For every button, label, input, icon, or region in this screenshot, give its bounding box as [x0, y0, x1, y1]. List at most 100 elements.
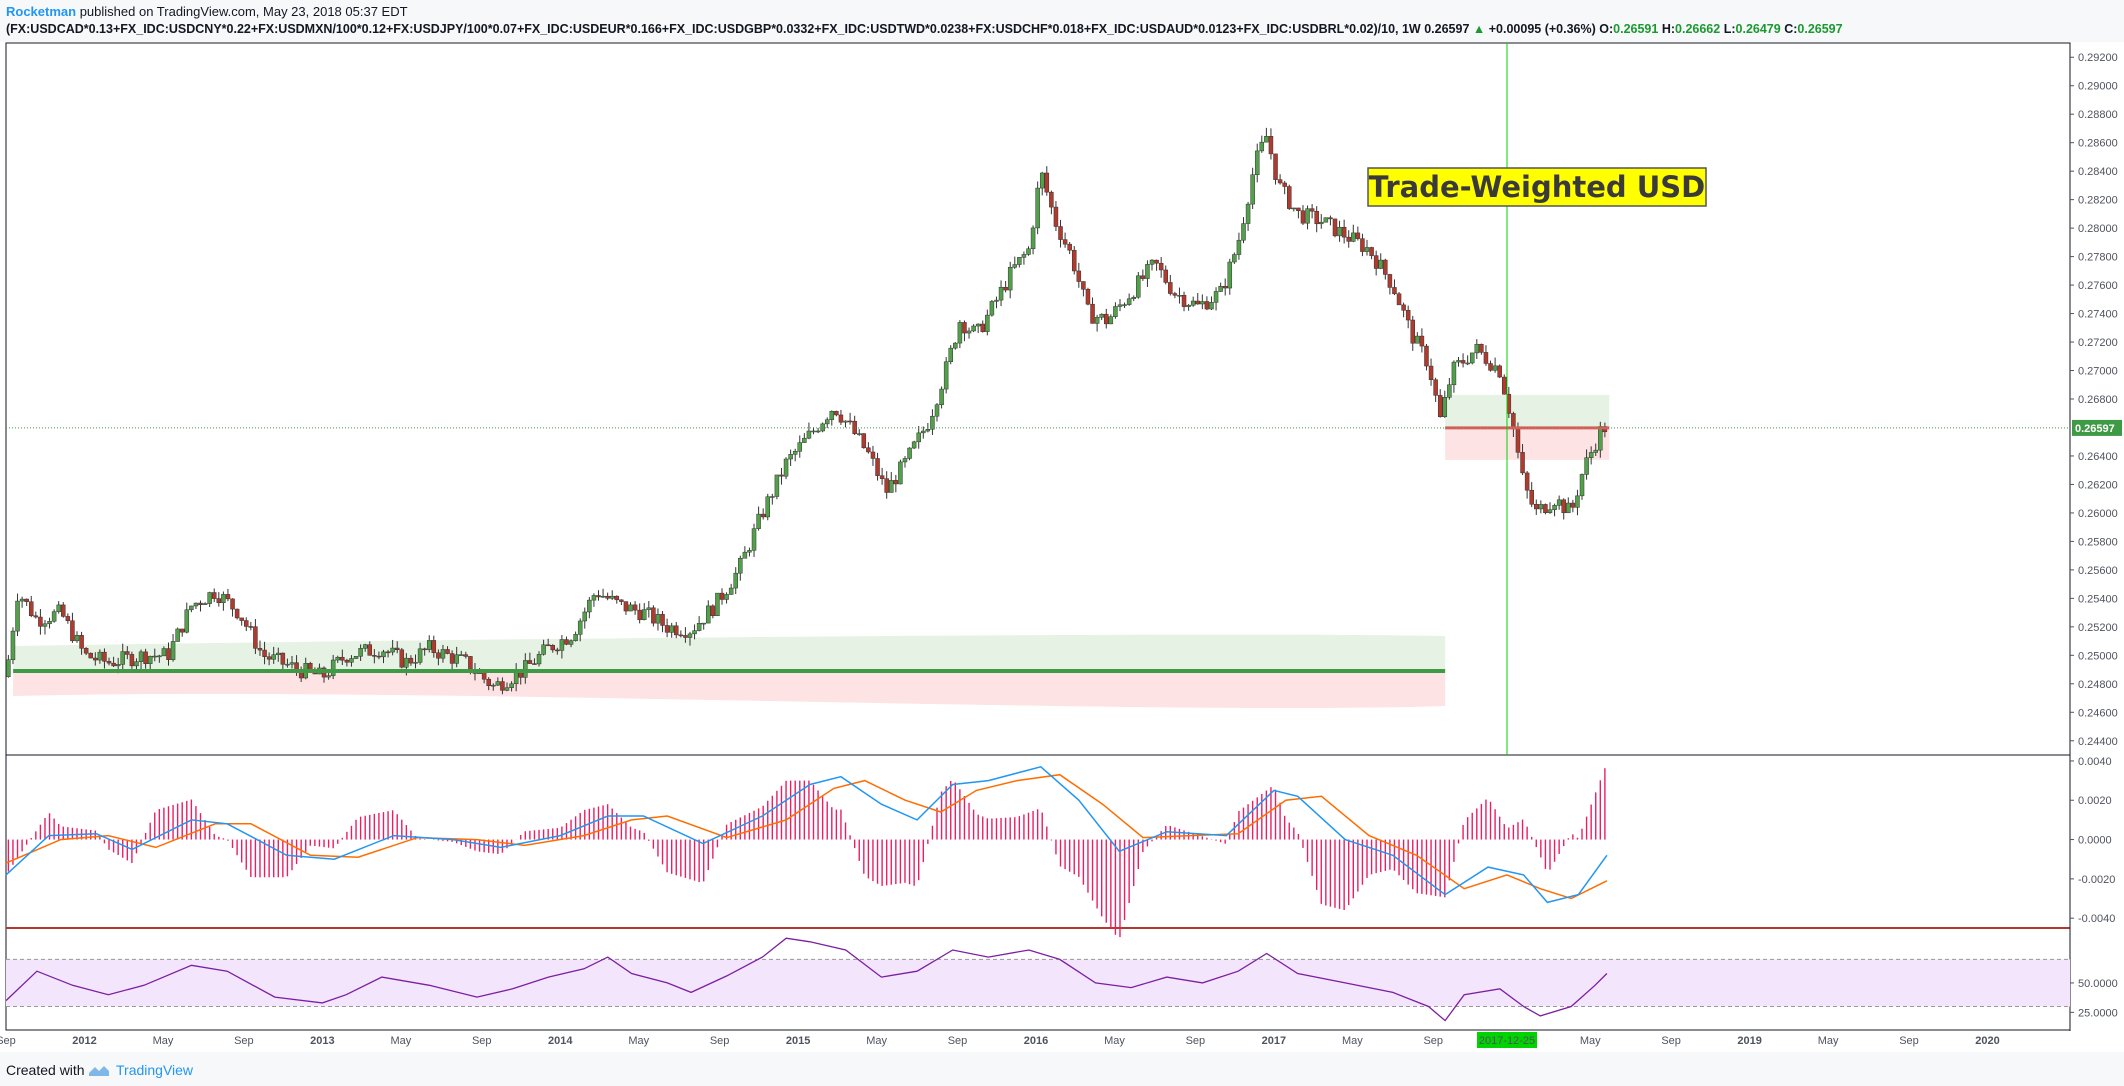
candle	[911, 441, 917, 449]
candle	[262, 649, 267, 657]
candle	[1351, 232, 1356, 242]
candle	[340, 656, 345, 661]
candle	[202, 603, 208, 605]
candle	[957, 322, 963, 344]
candle	[902, 458, 908, 463]
candle	[847, 420, 853, 423]
candle	[1300, 210, 1306, 224]
candle	[1460, 360, 1466, 364]
candle	[962, 322, 967, 334]
candle	[362, 644, 368, 649]
symbol-formula[interactable]: (FX:USDCAD*0.13+FX_IDC:USDCNY*0.22+FX:US…	[6, 22, 1421, 36]
price-axis: 0.24400 0.24600 0.24800 0.25000 0.25200 0.254…	[2070, 52, 2118, 748]
candle	[1396, 293, 1402, 306]
price-tick-label: 0.27400	[2078, 309, 2118, 321]
candle	[10, 630, 16, 661]
candle	[1264, 136, 1269, 143]
candle	[6, 659, 11, 677]
author-link[interactable]: Rocketman	[6, 4, 77, 19]
close-value: 0.26597	[1797, 22, 1843, 36]
candle	[1520, 452, 1525, 474]
candle	[609, 595, 615, 599]
created-with-text: Created with	[6, 1062, 85, 1078]
candle	[1305, 208, 1310, 224]
candle	[102, 651, 107, 662]
time-tick-label: 2020	[1975, 1035, 1999, 1047]
macd-tick-label: 0.0000	[2078, 835, 2112, 847]
tradingview-brand-link[interactable]: TradingView	[116, 1062, 194, 1078]
candle	[248, 626, 254, 628]
candle	[239, 617, 244, 621]
candle	[413, 662, 418, 664]
time-tick-label: May	[1342, 1035, 1363, 1047]
time-tick-label: May	[153, 1035, 174, 1047]
price-tick-label: 0.26400	[2078, 451, 2118, 463]
candle	[1332, 218, 1338, 237]
candle	[1190, 300, 1196, 306]
candle	[1067, 243, 1072, 251]
high-label: H:	[1661, 22, 1676, 36]
candle	[706, 605, 711, 624]
candle	[1442, 397, 1448, 417]
candle	[326, 675, 331, 678]
time-tick-label: Sep	[1661, 1035, 1681, 1047]
candle	[1117, 304, 1123, 307]
candle	[582, 611, 588, 622]
candle	[271, 654, 276, 660]
candle	[1145, 264, 1150, 279]
candle	[683, 635, 688, 638]
candle	[486, 678, 491, 686]
candle	[280, 652, 286, 665]
candle	[1209, 302, 1214, 310]
candle	[623, 601, 629, 612]
candle	[1474, 343, 1480, 354]
candle	[97, 651, 103, 661]
price-tick-label: 0.25400	[2078, 593, 2118, 605]
candle	[111, 662, 116, 667]
candle	[738, 558, 743, 574]
candle	[1415, 335, 1420, 344]
candle	[573, 634, 578, 641]
candle	[1534, 504, 1539, 510]
candle	[193, 602, 199, 607]
volume-profile-down-zone	[13, 670, 1446, 709]
candle	[1561, 499, 1566, 514]
candle	[783, 458, 789, 477]
candle	[545, 644, 551, 647]
candle	[1593, 449, 1598, 453]
candle	[866, 447, 871, 453]
candle	[1268, 136, 1274, 155]
candle	[1094, 317, 1100, 324]
candle	[1570, 502, 1576, 508]
chart-area[interactable]: Trade-Weighted USD0.244000.246000.248000…	[0, 0, 2124, 1052]
candle	[1497, 365, 1502, 378]
candle	[596, 595, 601, 598]
macd-pane: 0.0040 0.0020 0.0000 -0.0020 -0.0040	[5, 756, 2115, 938]
candle	[815, 430, 821, 433]
candle	[211, 592, 217, 599]
published-text: published on TradingView.com, May 23, 20…	[76, 4, 408, 19]
candle	[1543, 504, 1548, 514]
price-tick-label: 0.24800	[2078, 679, 2118, 691]
candle	[106, 661, 112, 664]
time-tick-label: May	[1104, 1035, 1125, 1047]
time-tick-label: 2016	[1024, 1035, 1048, 1047]
candle	[1003, 286, 1008, 291]
rsi-tick-label: 50.0000	[2078, 978, 2118, 990]
candle	[715, 592, 720, 617]
candle	[1131, 296, 1136, 300]
price-tick-label: 0.29200	[2078, 52, 2118, 64]
candle	[445, 649, 450, 654]
candle	[1126, 298, 1132, 305]
high-value: 0.26662	[1675, 22, 1721, 36]
candle	[244, 620, 249, 627]
candle	[1364, 247, 1370, 252]
candle	[266, 656, 272, 660]
candle	[669, 625, 674, 633]
candle	[170, 641, 176, 660]
candle	[802, 437, 807, 443]
candle	[1337, 226, 1342, 237]
price-tick-label: 0.28000	[2078, 223, 2118, 235]
candle	[536, 654, 542, 665]
candle	[349, 658, 354, 663]
